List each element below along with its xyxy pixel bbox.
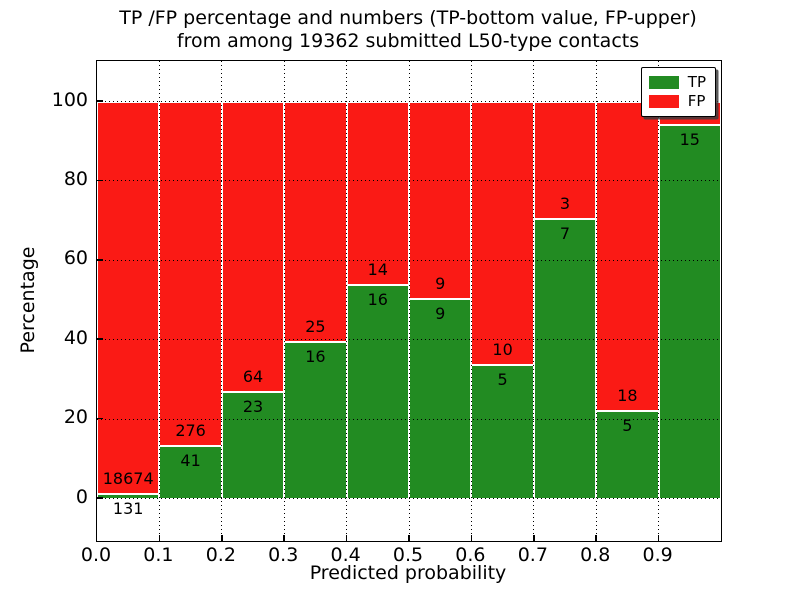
y-gridline xyxy=(97,339,721,341)
bar-segment-fp xyxy=(97,101,160,496)
tp-count-label: 7 xyxy=(559,224,571,244)
x-tickmark xyxy=(533,535,535,541)
y-gridline xyxy=(97,101,721,102)
x-gridline xyxy=(533,61,535,541)
chart-title-line1: TP /FP percentage and numbers (TP-bottom… xyxy=(119,7,697,29)
tp-count-label: 41 xyxy=(180,450,201,470)
y-tick-label: 0 xyxy=(75,485,88,508)
legend: TP FP xyxy=(640,67,716,117)
x-gridline xyxy=(658,61,660,541)
legend-row: TP xyxy=(648,73,706,92)
plot-area: TP FP 18674 131 276 41 64 23 25 16 14 16 9 9 10 5 3 7 18 5… xyxy=(96,60,722,542)
x-gridline xyxy=(470,61,472,541)
x-tick-label: 0.2 xyxy=(205,544,236,566)
x-gridline xyxy=(346,61,348,541)
bar-segment-fp xyxy=(159,101,222,447)
x-tickmark xyxy=(595,535,597,541)
bar-segment-tp xyxy=(409,299,472,498)
fp-count-label: 64 xyxy=(242,367,264,387)
bar-segment-tp xyxy=(159,446,222,498)
y-tickmark xyxy=(97,338,103,340)
x-tick-label: 0.7 xyxy=(517,544,548,566)
bar-segment-fp xyxy=(596,101,659,412)
y-tick-label: 80 xyxy=(63,167,88,190)
y-gridline xyxy=(97,259,721,261)
x-axis-label: Predicted probability xyxy=(309,562,507,584)
y-tickmark xyxy=(97,497,103,499)
fp-count-label: 276 xyxy=(175,420,206,440)
fp-count-label: 18 xyxy=(617,385,638,405)
y-tickmark xyxy=(97,179,103,182)
fp-count-label: 18674 xyxy=(102,469,154,489)
x-tick-label: 0.1 xyxy=(143,544,174,566)
tp-count-label: 15 xyxy=(679,129,700,149)
legend-label: TP xyxy=(687,73,706,91)
tp-count-label: 16 xyxy=(305,347,326,367)
tp-count-label: 9 xyxy=(435,303,446,323)
x-tick-label: 0.6 xyxy=(455,544,486,566)
y-tick-label: 60 xyxy=(63,247,88,270)
fp-count-label: 25 xyxy=(305,317,326,337)
fp-legend-swatch xyxy=(648,95,679,108)
x-tickmark xyxy=(283,535,285,541)
x-tick-label: 0.0 xyxy=(80,544,112,566)
x-tickmark xyxy=(221,535,223,541)
x-tick-label: 0.9 xyxy=(642,544,673,566)
bar-segment-fp xyxy=(409,101,472,300)
bar-segment-fp xyxy=(221,101,285,394)
x-tickmark xyxy=(345,535,348,541)
chart-title: TP /FP percentage and numbers (TP-bottom… xyxy=(96,7,720,53)
x-gridline xyxy=(158,61,160,541)
fp-count-label: 10 xyxy=(492,339,513,359)
legend-label: FP xyxy=(687,92,706,110)
bar-segment-fp xyxy=(533,101,597,221)
bar-segment-tp xyxy=(596,411,659,498)
y-tickmark xyxy=(97,100,103,102)
y-tick-label: 40 xyxy=(63,326,88,349)
bar-segment-fp xyxy=(284,101,347,344)
y-tickmark xyxy=(97,417,103,420)
x-tickmark xyxy=(470,535,473,541)
tp-legend-swatch xyxy=(648,76,679,89)
bar-segment-tp xyxy=(221,393,285,498)
bar-segment-tp xyxy=(97,495,160,498)
y-tick-label: 20 xyxy=(63,406,88,429)
y-gridline xyxy=(97,418,721,420)
tp-count-label: 16 xyxy=(367,290,388,310)
y-tickmark xyxy=(97,259,103,261)
tp-count-label: 5 xyxy=(622,415,633,435)
y-gridline xyxy=(97,180,721,182)
x-gridline xyxy=(283,61,285,541)
tp-count-label: 131 xyxy=(112,499,144,519)
y-gridline xyxy=(97,498,721,499)
tp-count-label: 23 xyxy=(242,397,264,417)
y-tick-label: 100 xyxy=(51,88,88,111)
tp-count-label: 5 xyxy=(497,369,508,389)
x-tickmark xyxy=(657,535,660,541)
fp-count-label: 14 xyxy=(367,260,388,280)
bar-segment-fp xyxy=(471,101,534,366)
x-tick-label: 0.4 xyxy=(330,544,361,566)
bar-segment-tp xyxy=(346,286,409,498)
x-gridline xyxy=(408,61,410,541)
x-gridline xyxy=(595,61,597,541)
x-tick-label: 0.8 xyxy=(580,544,611,566)
bar-segment-tp xyxy=(658,125,721,498)
x-tick-label: 0.5 xyxy=(392,544,424,566)
fp-count-label: 9 xyxy=(435,273,446,293)
bar-segment-fp xyxy=(346,101,409,287)
bar-segment-tp xyxy=(533,220,597,498)
bar-segment-tp xyxy=(284,343,347,498)
x-tickmark xyxy=(408,535,410,541)
bar-segment-tp xyxy=(471,365,534,498)
x-tick-label: 0.3 xyxy=(268,544,299,566)
x-tickmark xyxy=(158,535,161,541)
legend-row: FP xyxy=(648,92,706,111)
x-gridline xyxy=(221,61,223,541)
fp-count-label: 3 xyxy=(559,194,571,214)
chart-title-line2: from among 19362 submitted L50-type cont… xyxy=(176,30,640,52)
